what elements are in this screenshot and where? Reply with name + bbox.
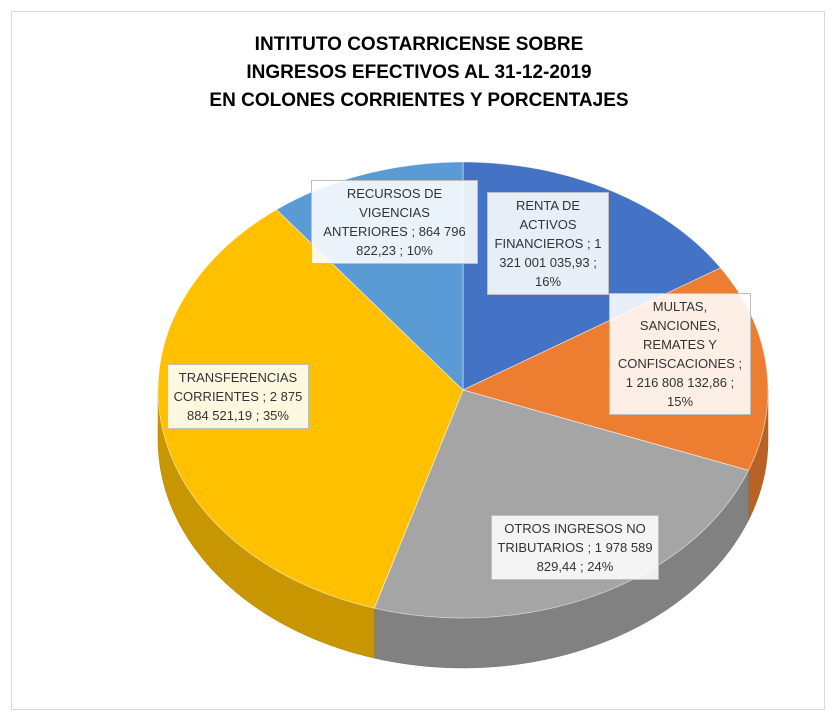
label-category: OTROS INGRESOS NO TRIBUTARIOS xyxy=(497,521,646,555)
label-separator: ; xyxy=(255,408,260,423)
data-label: RECURSOS DE VIGENCIAS ANTERIORES ; 864 7… xyxy=(311,180,478,264)
label-percent: 10% xyxy=(406,243,433,258)
slice xyxy=(157,209,464,609)
chart-frame xyxy=(11,11,825,710)
label-percent: 16% xyxy=(534,274,562,289)
label-separator: ; xyxy=(730,375,735,390)
label-separator: ; xyxy=(580,559,584,574)
label-separator: ; xyxy=(738,356,743,371)
label-category: RECURSOS DE VIGENCIAS ANTERIORES xyxy=(323,186,443,239)
chart-title: INGRESOS EFECTIVOS AL 31-12-2019 xyxy=(246,62,592,83)
label-percent: 35% xyxy=(262,408,289,423)
data-label: RENTA DE ACTIVOS FINANCIEROS ; 1 321 001… xyxy=(487,192,609,295)
label-value: 1 978 589 829,44 xyxy=(536,540,653,574)
label-category: MULTAS, SANCIONES, REMATES Y CONFISCACIO… xyxy=(617,299,735,371)
data-label: TRANSFERENCIAS CORRIENTES ; 2 875 884 52… xyxy=(167,364,309,429)
label-percent: 24% xyxy=(587,559,614,574)
data-label: MULTAS, SANCIONES, REMATES Y CONFISCACIO… xyxy=(609,293,751,415)
label-separator: ; xyxy=(586,236,591,251)
chart-title: EN COLONES CORRIENTES Y PORCENTAJES xyxy=(209,90,629,111)
label-separator: ; xyxy=(262,389,267,404)
label-category: RENTA DE ACTIVOS FINANCIEROS xyxy=(494,198,584,251)
label-separator: ; xyxy=(411,224,416,239)
label-separator: ; xyxy=(593,255,597,270)
label-value: 2 875 884 521,19 xyxy=(187,389,303,423)
label-separator: ; xyxy=(399,243,404,258)
chart-title: INTITUTO COSTARRICENSE SOBRE xyxy=(254,34,584,55)
data-label: OTROS INGRESOS NO TRIBUTARIOS ; 1 978 58… xyxy=(491,515,659,580)
label-separator: ; xyxy=(587,540,592,555)
label-value: 1 321 001 035,93 xyxy=(499,236,602,270)
label-percent: 15% xyxy=(666,394,694,409)
label-value: 1 216 808 132,86 xyxy=(625,375,727,390)
label-category: TRANSFERENCIAS CORRIENTES xyxy=(173,370,298,404)
label-value: 864 796 822,23 xyxy=(356,224,466,258)
